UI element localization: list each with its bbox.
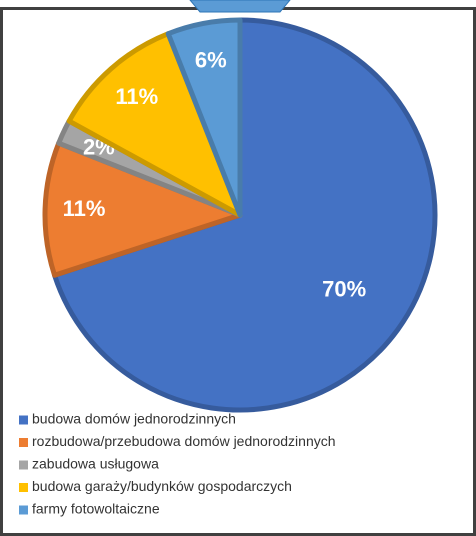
pie-slice	[66, 31, 243, 218]
legend-label: rozbudowa/przebudowa domów jednorodzinny…	[32, 433, 336, 449]
data-label: 11%	[63, 196, 106, 221]
legend: budowa domów jednorodzinnych rozbudowa/pr…	[19, 411, 336, 517]
legend-swatch	[19, 438, 28, 447]
decoration	[189, 0, 291, 13]
pie-slice	[42, 140, 243, 278]
pie-slice	[52, 17, 438, 413]
data-label: 70%	[322, 276, 366, 301]
data-label: 6%	[195, 48, 227, 73]
legend-label: farmy fotowoltaiczne	[32, 501, 160, 517]
pie-slice	[165, 17, 243, 218]
pie: 70%11%2%11%6%	[42, 17, 438, 413]
legend-swatch	[19, 483, 28, 492]
legend-swatch	[19, 460, 28, 470]
legend-label: budowa garaży/budynków gospodarczych	[32, 478, 292, 494]
legend-swatch	[19, 505, 28, 515]
data-label: 11%	[115, 84, 158, 109]
legend-swatch	[19, 415, 28, 425]
legend-label: budowa domów jednorodzinnych	[32, 411, 236, 427]
legend-label: zabudowa usługowa	[32, 456, 159, 472]
